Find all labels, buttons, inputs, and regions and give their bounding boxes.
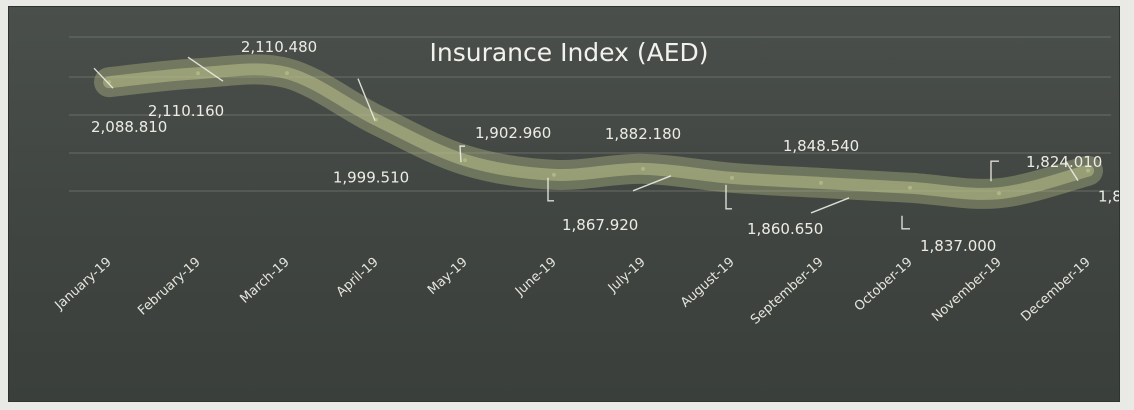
data-label: 1,837.000 [920, 237, 996, 255]
x-tick-label: February-19 [135, 255, 203, 319]
data-label: 1,882.180 [605, 125, 681, 143]
leader-line [547, 177, 554, 202]
grid-lines [69, 36, 1111, 192]
data-label: 2,110.160 [148, 102, 224, 120]
data-label: 1,867.920 [562, 216, 638, 234]
chart-frame: 2,088.810 2,110.160 2,110.480 1,999.510 1,90… [8, 6, 1120, 402]
x-tick-label: December-19 [1018, 255, 1093, 325]
x-tick-label: November-19 [929, 255, 1004, 325]
leader-line [93, 67, 114, 89]
data-point [908, 185, 912, 190]
data-point [463, 158, 467, 163]
label-leader-lines [93, 56, 1079, 230]
data-point [196, 71, 200, 76]
leader-line [810, 197, 850, 214]
data-point [641, 166, 645, 171]
leader-line [901, 215, 910, 230]
data-point [997, 191, 1001, 196]
x-tick-label: May-19 [425, 255, 471, 298]
data-point [1086, 168, 1090, 173]
x-tick-label: October-19 [852, 255, 916, 315]
data-point [552, 172, 556, 177]
data-label: 1,877.810 [1098, 188, 1119, 206]
data-label: 1,848.540 [783, 137, 859, 155]
x-tick-label: January-19 [52, 255, 115, 314]
leader-line [1065, 161, 1079, 182]
x-tick-label: April-19 [334, 255, 382, 300]
leader-line [990, 160, 999, 182]
chart-title: Insurance Index (AED) [429, 38, 708, 67]
x-tick-label: June-19 [512, 255, 560, 300]
leader-line [632, 175, 672, 192]
x-axis-tick-labels: January-19 February-19 March-19 April-19 May… [52, 255, 1094, 328]
data-label: 1,824.010 [1026, 153, 1102, 171]
leader-line [725, 184, 732, 210]
leader-line [357, 78, 376, 121]
data-point [285, 71, 289, 76]
data-point [819, 180, 823, 185]
leader-line [459, 145, 465, 163]
data-point [730, 175, 734, 180]
series-line [94, 54, 1103, 209]
data-label: 1,999.510 [333, 169, 409, 187]
data-label: 1,902.960 [475, 124, 551, 142]
x-tick-label: September-19 [748, 255, 827, 328]
data-label: 2,110.480 [241, 38, 317, 56]
series-line-path [103, 63, 1094, 200]
x-tick-label: July-19 [605, 255, 649, 297]
x-tick-label: August-19 [678, 255, 738, 311]
data-label: 2,088.810 [91, 118, 167, 136]
x-tick-label: March-19 [237, 255, 292, 307]
leader-line [187, 56, 224, 82]
data-label: 1,860.650 [747, 220, 823, 238]
